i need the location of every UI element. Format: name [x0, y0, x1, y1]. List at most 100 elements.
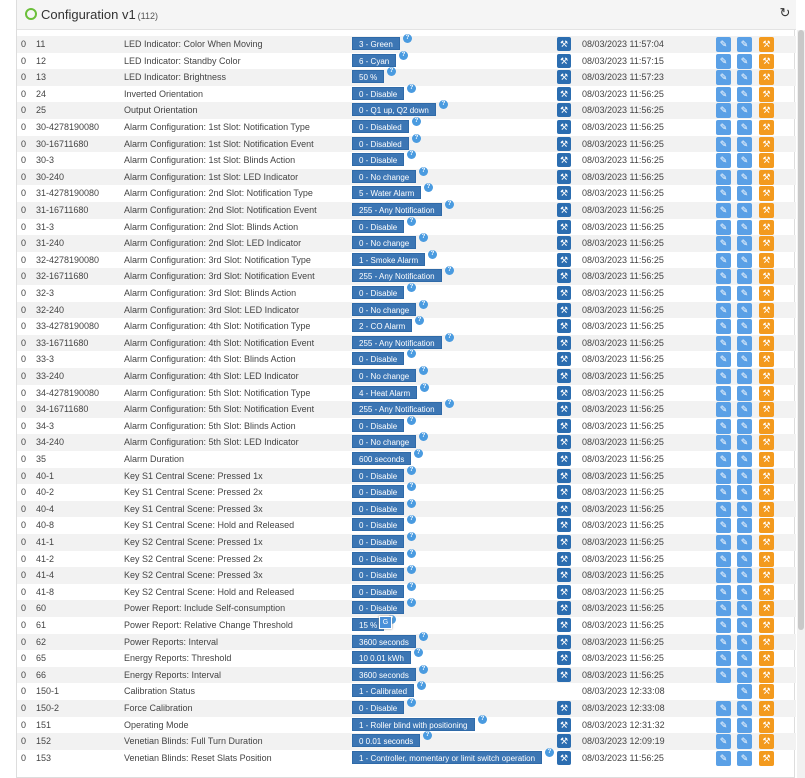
wrench-config-icon[interactable]: ⚒ [759, 468, 774, 484]
pencil-icon[interactable]: ✎ [716, 701, 731, 716]
pencil-icon[interactable]: ✎ [737, 369, 752, 384]
wrench-config-icon[interactable]: ⚒ [759, 535, 774, 550]
wrench-config-icon[interactable]: ⚒ [759, 86, 774, 102]
pencil-icon[interactable]: ✎ [716, 601, 731, 617]
wrench-icon[interactable]: ⚒ [557, 501, 571, 516]
help-icon[interactable]: ? [419, 299, 428, 309]
wrench-config-icon[interactable]: ⚒ [759, 252, 774, 268]
help-icon[interactable]: ? [545, 747, 554, 757]
pencil-icon[interactable]: ✎ [716, 485, 731, 501]
pencil-icon[interactable]: ✎ [716, 37, 731, 52]
pencil-icon[interactable]: ✎ [737, 136, 752, 152]
pencil-icon[interactable]: ✎ [737, 203, 752, 218]
help-icon[interactable]: ? [424, 183, 433, 193]
pencil-icon[interactable]: ✎ [716, 402, 731, 418]
wrench-icon[interactable]: ⚒ [557, 286, 571, 300]
help-icon[interactable]: ? [412, 133, 421, 143]
pencil-icon[interactable]: ✎ [716, 103, 731, 119]
help-icon[interactable]: ? [399, 50, 408, 60]
pencil-icon[interactable]: ✎ [716, 568, 731, 584]
pencil-icon[interactable]: ✎ [716, 319, 731, 335]
help-icon[interactable]: ? [445, 399, 454, 409]
pencil-icon[interactable]: ✎ [737, 335, 752, 351]
pencil-icon[interactable]: ✎ [716, 452, 731, 467]
pencil-icon[interactable]: ✎ [716, 535, 731, 550]
wrench-config-icon[interactable]: ⚒ [759, 584, 774, 600]
help-icon[interactable]: ? [407, 698, 416, 707]
pencil-icon[interactable]: ✎ [737, 518, 752, 534]
wrench-config-icon[interactable]: ⚒ [759, 667, 774, 683]
pencil-icon[interactable]: ✎ [737, 551, 752, 567]
wrench-icon[interactable]: ⚒ [557, 518, 571, 533]
pencil-icon[interactable]: ✎ [737, 319, 752, 335]
wrench-icon[interactable]: ⚒ [557, 452, 571, 466]
help-icon[interactable]: ? [407, 216, 416, 226]
pencil-icon[interactable]: ✎ [716, 750, 731, 766]
pencil-icon[interactable]: ✎ [737, 634, 752, 650]
wrench-config-icon[interactable]: ⚒ [759, 53, 774, 69]
wrench-icon[interactable]: ⚒ [557, 302, 571, 317]
pencil-icon[interactable]: ✎ [716, 618, 731, 633]
pencil-icon[interactable]: ✎ [716, 369, 731, 384]
help-icon[interactable]: ? [423, 731, 432, 741]
wrench-config-icon[interactable]: ⚒ [759, 601, 774, 617]
wrench-icon[interactable]: ⚒ [557, 269, 571, 284]
pencil-icon[interactable]: ✎ [716, 385, 731, 401]
pencil-icon[interactable]: ✎ [737, 568, 752, 584]
wrench-config-icon[interactable]: ⚒ [759, 319, 774, 335]
pencil-icon[interactable]: ✎ [737, 734, 752, 750]
wrench-config-icon[interactable]: ⚒ [759, 369, 774, 384]
pencil-icon[interactable]: ✎ [737, 37, 752, 52]
wrench-config-icon[interactable]: ⚒ [759, 153, 774, 169]
pencil-icon[interactable]: ✎ [737, 501, 752, 517]
pencil-icon[interactable]: ✎ [716, 634, 731, 650]
wrench-icon[interactable]: ⚒ [557, 468, 571, 483]
pencil-icon[interactable]: ✎ [737, 601, 752, 617]
pencil-icon[interactable]: ✎ [737, 252, 752, 268]
pencil-icon[interactable]: ✎ [716, 236, 731, 252]
wrench-icon[interactable]: ⚒ [557, 86, 571, 101]
help-icon[interactable]: ? [428, 249, 437, 259]
help-icon[interactable]: ? [407, 498, 416, 508]
wrench-config-icon[interactable]: ⚒ [759, 286, 774, 301]
wrench-config-icon[interactable]: ⚒ [759, 651, 774, 667]
help-icon[interactable]: ? [407, 150, 416, 160]
wrench-icon[interactable]: ⚒ [557, 651, 571, 666]
wrench-icon[interactable]: ⚒ [557, 418, 571, 433]
wrench-icon[interactable]: ⚒ [557, 103, 571, 118]
wrench-config-icon[interactable]: ⚒ [759, 568, 774, 584]
pencil-icon[interactable]: ✎ [737, 169, 752, 185]
pencil-icon[interactable]: ✎ [716, 518, 731, 534]
help-icon[interactable]: ? [414, 449, 423, 458]
pencil-icon[interactable]: ✎ [737, 86, 752, 102]
wrench-config-icon[interactable]: ⚒ [759, 352, 774, 368]
wrench-config-icon[interactable]: ⚒ [759, 485, 774, 501]
pencil-icon[interactable]: ✎ [737, 701, 752, 716]
wrench-config-icon[interactable]: ⚒ [759, 418, 774, 434]
wrench-config-icon[interactable]: ⚒ [759, 402, 774, 418]
wrench-config-icon[interactable]: ⚒ [759, 634, 774, 650]
pencil-icon[interactable]: ✎ [716, 120, 731, 135]
pencil-icon[interactable]: ✎ [737, 236, 752, 252]
pencil-icon[interactable]: ✎ [737, 452, 752, 467]
pencil-icon[interactable]: ✎ [716, 70, 731, 86]
pencil-icon[interactable]: ✎ [716, 501, 731, 517]
wrench-icon[interactable]: ⚒ [557, 70, 571, 85]
wrench-config-icon[interactable]: ⚒ [759, 103, 774, 119]
pencil-icon[interactable]: ✎ [737, 219, 752, 235]
pencil-icon[interactable]: ✎ [737, 618, 752, 633]
pencil-icon[interactable]: ✎ [716, 435, 731, 451]
help-icon[interactable]: ? [407, 83, 416, 93]
help-icon[interactable]: ? [407, 482, 416, 492]
wrench-icon[interactable]: ⚒ [557, 750, 571, 765]
pencil-icon[interactable]: ✎ [737, 352, 752, 368]
help-icon[interactable]: ? [420, 382, 429, 392]
pencil-icon[interactable]: ✎ [716, 551, 731, 567]
wrench-config-icon[interactable]: ⚒ [759, 335, 774, 351]
pencil-icon[interactable]: ✎ [716, 186, 731, 202]
pencil-icon[interactable]: ✎ [737, 269, 752, 285]
pencil-icon[interactable]: ✎ [716, 169, 731, 185]
wrench-icon[interactable]: ⚒ [557, 236, 571, 251]
pencil-icon[interactable]: ✎ [716, 136, 731, 152]
wrench-icon[interactable]: ⚒ [557, 551, 571, 566]
